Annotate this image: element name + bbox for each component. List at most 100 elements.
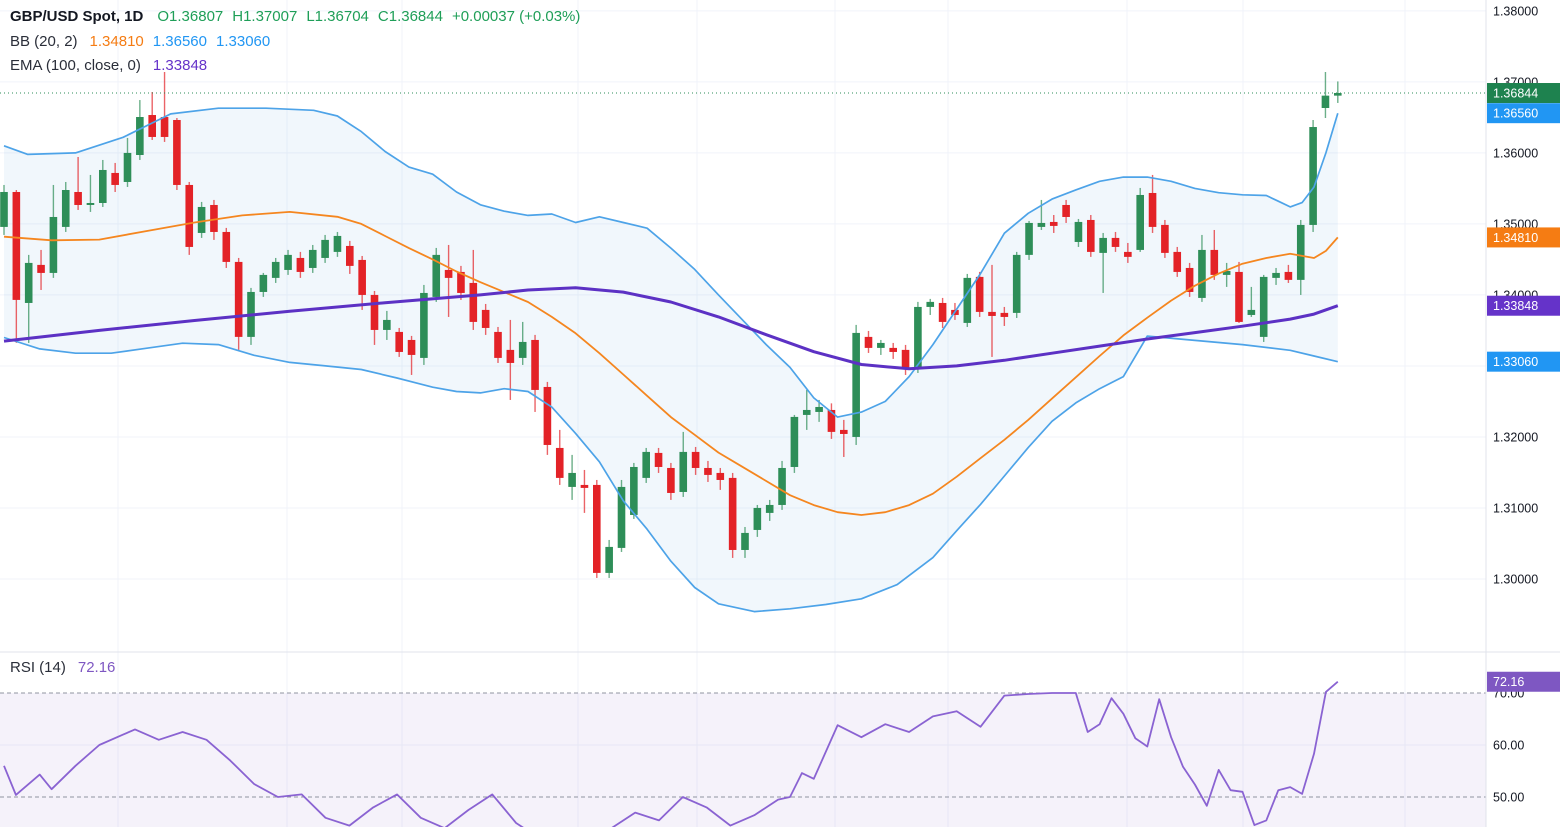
bb-lower-line [3,335,1338,613]
candle-body [444,269,453,278]
legend-row-rsi[interactable]: RSI (14) 72.16 [10,659,124,676]
candle-body [383,319,391,330]
candle-body [790,416,799,467]
price-pane [0,71,1342,613]
axis-badge-bg [1487,671,1560,692]
candle-body [1062,204,1070,217]
candle-body [259,274,268,292]
candle-body [271,261,280,278]
candle-body [284,254,292,270]
bb-upper-line [3,107,1339,418]
candle-body [926,301,935,307]
candle-body [111,172,119,185]
candle-body [160,117,169,137]
candle-body [1173,251,1182,272]
candle-body [679,451,688,492]
ohlc-change: +0.00037 (+0.03%) [451,8,581,25]
candle-body [234,261,243,337]
candle-body [815,406,823,412]
candle-body [333,235,342,252]
candle-body [1087,219,1095,252]
candle-body [1099,237,1107,253]
axis-badge-text: 72.16 [1493,675,1524,689]
axis-badge: 1.33848 [1487,295,1560,316]
candle-body [1124,251,1132,257]
legend-row-bb[interactable]: BB (20, 2) 1.34810 1.36560 1.33060 [10,33,279,50]
candle-body [630,466,638,515]
candle-body [802,409,811,415]
axis-badge-bg [1487,83,1560,104]
candle-body [123,152,132,182]
candle-body [667,467,675,493]
axis-badge: 72.16 [1487,671,1560,692]
candle-body [741,532,749,550]
candle-body [654,452,663,467]
ohlc-open: O1.36807 [157,8,224,25]
candle-body [518,341,527,358]
candle-body [407,339,416,355]
candle-body [432,254,441,297]
candle-body [691,451,700,468]
axis-badge: 1.34810 [1487,227,1560,248]
candle-body [1284,271,1293,280]
candle-body [1111,237,1120,247]
candle-body [1049,221,1058,226]
candle-body [852,332,860,437]
axis-badge-bg [1487,351,1560,372]
candle-body [506,349,515,363]
candle-body [1000,312,1009,317]
candle-body [531,339,539,390]
candle-body [765,504,774,513]
candle-body [49,216,58,273]
ohlc-close: C1.36844 [377,8,443,25]
candle-body [988,311,996,316]
candle-body [1272,272,1280,278]
ema-value: 1.33848 [152,57,208,74]
candle-body [1334,93,1342,96]
candle-body [37,264,45,273]
candle-body [1198,249,1206,298]
candle-body [148,115,156,137]
candle-body [1222,270,1231,275]
axis-badge: 1.33060 [1487,351,1560,372]
candle-body [1012,254,1021,313]
candle-body [370,294,379,330]
axis-badge: 1.36844 [1487,83,1560,104]
candle-body [1321,95,1330,108]
candle-body [938,302,947,322]
candle-body [86,202,95,205]
candle-body [61,189,70,227]
price-axis-label: 1.31000 [1493,501,1538,515]
ohlc-high: H1.37007 [232,8,298,25]
legend-row-symbol[interactable]: GBP/USD Spot, 1D O1.36807 H1.37007 L1.36704… [10,8,589,25]
candle-body [704,467,712,475]
candle-body [975,276,984,312]
candle-body [1296,224,1305,280]
candle-body [1235,271,1243,322]
rsi-value: 72.16 [77,659,116,676]
candle-body [877,342,885,348]
axis-badge-text: 1.33060 [1493,355,1538,369]
symbol-title: GBP/USD Spot, 1D [10,8,144,25]
candle-body [469,282,478,322]
candle-body [642,451,650,478]
bb-label: BB (20, 2) [10,33,78,50]
candle-body [346,245,354,266]
candle-body [963,277,972,323]
candle-body [864,336,873,348]
ema-line [3,286,1339,371]
candle-body [593,484,601,573]
candle-body [1210,249,1219,275]
candle-body [136,117,144,155]
bb-upper-value: 1.36560 [152,33,207,50]
candle-body [914,306,922,368]
axis-badge-bg [1487,227,1560,248]
candle-body [173,119,181,185]
candles [0,71,1342,578]
ohlc-low: L1.36704 [306,8,369,25]
legend-row-ema[interactable]: EMA (100, close, 0) 1.33848 [10,57,216,74]
candle-body [308,249,317,268]
candle-body [395,331,403,352]
axis-badge-text: 1.36560 [1493,107,1538,121]
